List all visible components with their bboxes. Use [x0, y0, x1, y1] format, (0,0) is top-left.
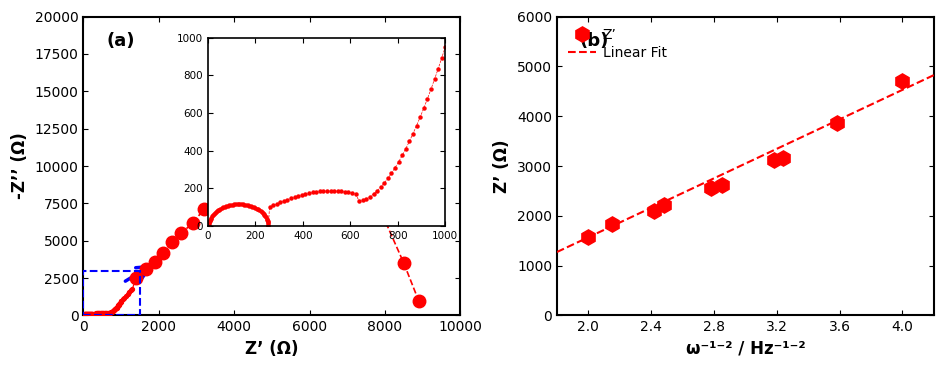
- Line: Linear Fit: Linear Fit: [556, 75, 933, 252]
- Z’: [606, 222, 617, 226]
- Linear Fit: [908, 82, 919, 86]
- Legend: Z’, Linear Fit: Z’, Linear Fit: [564, 24, 670, 64]
- Y-axis label: -Z’’ (Ω): -Z’’ (Ω): [11, 133, 29, 199]
- Linear Fit: [550, 250, 562, 254]
- Z’: [767, 158, 779, 162]
- Z’: [896, 79, 907, 83]
- Text: (a): (a): [106, 32, 134, 49]
- Linear Fit: [745, 159, 756, 163]
- Z’: [582, 235, 594, 239]
- X-axis label: ω⁻¹⁻² / Hz⁻¹⁻²: ω⁻¹⁻² / Hz⁻¹⁻²: [685, 340, 804, 358]
- Y-axis label: Z’ (Ω): Z’ (Ω): [493, 139, 511, 193]
- Linear Fit: [927, 73, 938, 77]
- Z’: [716, 183, 727, 187]
- Z’: [830, 121, 841, 125]
- Linear Fit: [623, 216, 634, 220]
- Text: (b): (b): [579, 32, 608, 49]
- Line: Z’: Z’: [581, 74, 909, 244]
- Linear Fit: [897, 87, 908, 92]
- Z’: [777, 156, 788, 160]
- Z’: [648, 208, 659, 213]
- Linear Fit: [775, 144, 786, 149]
- Z’: [704, 186, 716, 190]
- X-axis label: Z’ (Ω): Z’ (Ω): [244, 340, 298, 358]
- Linear Fit: [638, 209, 649, 213]
- Z’: [657, 203, 668, 208]
- Bar: [83, 270, 140, 315]
